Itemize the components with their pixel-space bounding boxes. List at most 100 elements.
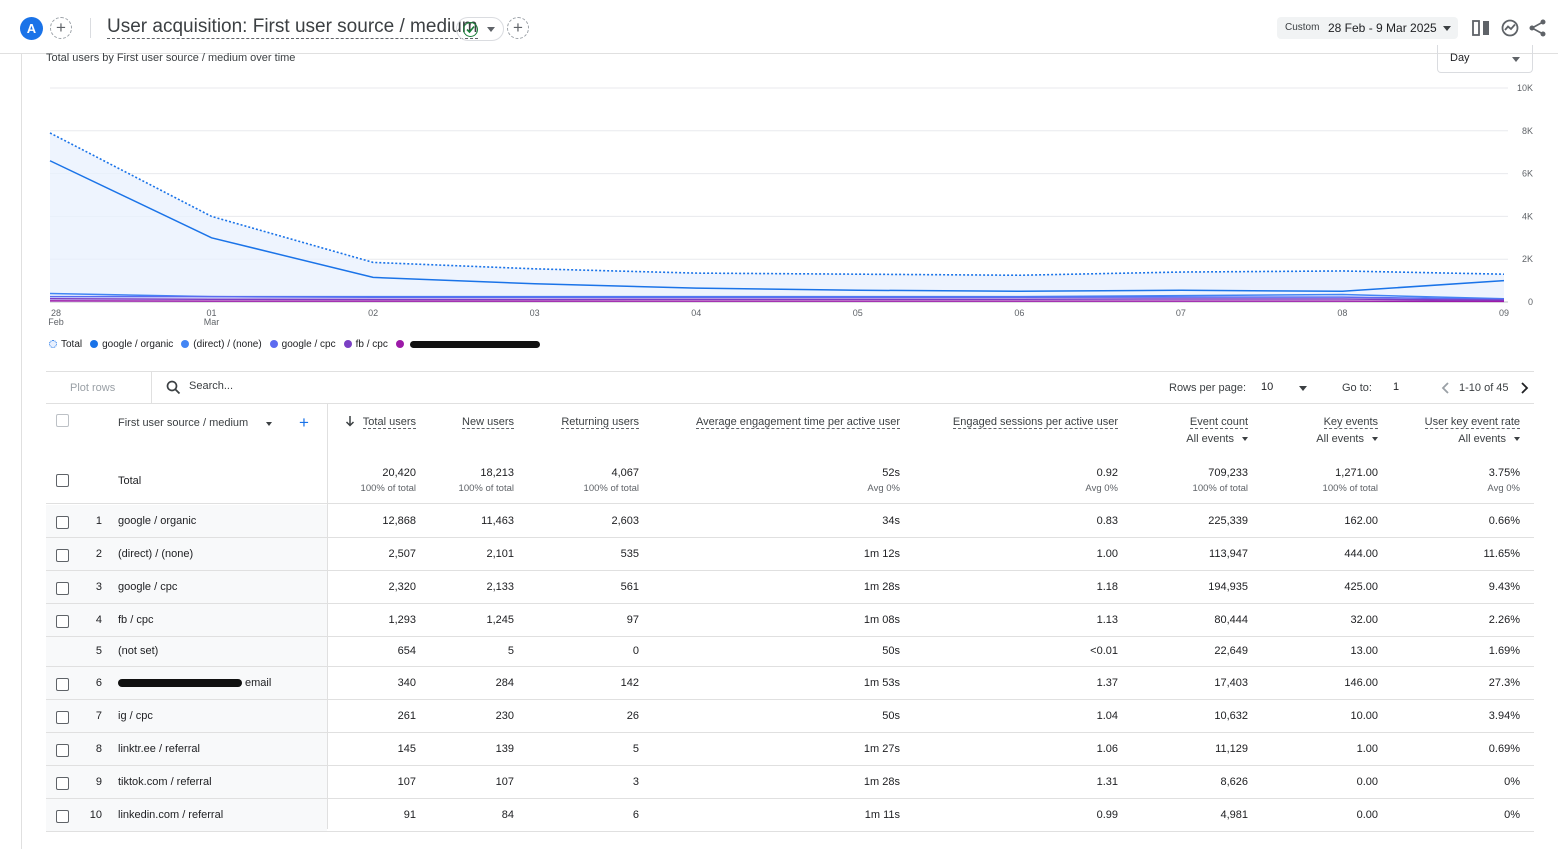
table-row[interactable]: 9 tiktok.com / referral 107 107 3 1m 28s 1.31 8… — [46, 766, 1534, 799]
dimension-value[interactable]: fb / cpc — [118, 614, 154, 626]
metric-cell: 444.00 — [1344, 548, 1378, 560]
insights-icon[interactable] — [1500, 18, 1520, 38]
plot-rows-button[interactable]: Plot rows — [46, 372, 152, 403]
legend-item-redacted[interactable] — [395, 340, 540, 348]
column-header-user-key-event-rate[interactable]: User key event rate All events — [1424, 416, 1520, 445]
column-header-event-count[interactable]: Event count All events — [1186, 416, 1248, 445]
metric-cell: 10,632 — [1214, 710, 1248, 722]
dimension-text: email — [245, 677, 272, 689]
metric-cell: 145 — [397, 743, 416, 755]
table-row[interactable]: 1 google / organic 12,868 11,463 2,603 34s 0.8… — [46, 505, 1534, 538]
report-status-dropdown[interactable] — [456, 17, 504, 41]
series-line-google-organic — [49, 160, 1505, 293]
table-row[interactable]: 5 (not set) 654 5 0 50s <0.01 22,649 13.00 1.69% — [46, 637, 1534, 667]
table-row[interactable]: 3 google / cpc 2,320 2,133 561 1m 28s 1.18 194,… — [46, 571, 1534, 604]
share-icon[interactable] — [1528, 18, 1548, 38]
legend-item-google-organic[interactable]: google / organic — [90, 339, 173, 350]
table-row[interactable]: 4 fb / cpc 1,293 1,245 97 1m 08s 1.13 80,444 32.… — [46, 604, 1534, 637]
dimension-value[interactable]: google / organic — [118, 515, 197, 527]
event-filter-dropdown[interactable]: All events — [1425, 433, 1520, 445]
legend-item-direct-none[interactable]: (direct) / (none) — [181, 339, 262, 350]
metric-cell: 284 — [495, 677, 514, 689]
dimension-value[interactable]: linkedin.com / referral — [118, 809, 224, 821]
dimension-value[interactable]: (not set) — [118, 645, 159, 657]
column-header-returning-users[interactable]: Returning users — [561, 416, 639, 429]
dimension-header[interactable]: First user source / medium — [118, 417, 249, 429]
row-checkbox[interactable] — [56, 810, 69, 823]
total-value: 1,271.00 100% of total — [1322, 467, 1378, 494]
dimension-value[interactable]: tiktok.com / referral — [118, 776, 212, 788]
metric-cell: 654 — [397, 645, 416, 657]
legend-item-total[interactable]: Total — [49, 339, 82, 350]
event-filter-dropdown[interactable]: All events — [1186, 433, 1248, 445]
metric-cell: 1,245 — [486, 614, 514, 626]
sort-down-icon[interactable] — [345, 415, 355, 427]
event-filter-dropdown[interactable]: All events — [1316, 433, 1378, 445]
total-row-checkbox[interactable] — [56, 474, 69, 487]
legend-item-google-cpc[interactable]: google / cpc — [269, 339, 336, 350]
row-checkbox[interactable] — [56, 711, 69, 724]
granularity-select[interactable]: Day — [1437, 45, 1533, 73]
metric-cell: 146.00 — [1344, 677, 1378, 689]
metric-cell: 0.00 — [1356, 809, 1378, 821]
row-checkbox[interactable] — [56, 582, 69, 595]
add-comparison-button[interactable]: + — [50, 17, 72, 39]
dimension-cell — [46, 505, 327, 537]
date-range-picker[interactable]: Custom 28 Feb - 9 Mar 2025 — [1277, 17, 1458, 39]
metric-cell: 84 — [501, 809, 514, 821]
table-row[interactable]: 6 email 340 284 142 1m 53s 1.37 17,403 146.00 27.… — [46, 667, 1534, 700]
column-header-total-users[interactable]: Total users — [362, 416, 416, 429]
column-header-new-users[interactable]: New users — [462, 416, 514, 429]
table-row[interactable]: 2 (direct) / (none) 2,507 2,101 535 1m 12s 1.0… — [46, 538, 1534, 571]
metric-cell: 0 — [632, 645, 639, 657]
chevron-down-icon[interactable] — [266, 422, 272, 426]
add-report-button[interactable]: + — [507, 17, 529, 39]
row-checkbox[interactable] — [56, 678, 69, 691]
page-title[interactable]: User acquisition: First user source / me… — [107, 16, 478, 39]
comparison-avatar[interactable]: A — [20, 17, 43, 40]
column-header-key-events[interactable]: Key events All events — [1316, 416, 1378, 445]
metric-cell: 194,935 — [1208, 581, 1248, 593]
row-checkbox[interactable] — [56, 615, 69, 628]
dimension-value[interactable]: linktr.ee / referral — [118, 743, 200, 755]
dimension-value[interactable]: email — [118, 677, 271, 689]
metric-cell: 2,320 — [388, 581, 416, 593]
metric-cell: 10.00 — [1350, 710, 1378, 722]
add-dimension-button[interactable]: + — [299, 413, 309, 432]
series-line-total — [49, 132, 1505, 277]
legend-marker — [343, 340, 352, 348]
rows-per-page-select[interactable]: 10 — [1261, 381, 1274, 393]
row-checkbox[interactable] — [56, 549, 69, 562]
table-row[interactable]: 10 linkedin.com / referral 91 84 6 1m 11s 0.99… — [46, 799, 1534, 832]
legend-marker — [49, 340, 57, 348]
chevron-down-icon[interactable] — [1299, 386, 1307, 391]
select-all-checkbox[interactable] — [56, 414, 69, 427]
legend-item-fb-cpc[interactable]: fb / cpc — [343, 339, 388, 350]
compare-icon[interactable] — [1471, 18, 1491, 38]
metric-cell: 26 — [626, 710, 639, 722]
dimension-value[interactable]: google / cpc — [118, 581, 178, 593]
column-header-engaged-sessions[interactable]: Engaged sessions per active user — [952, 416, 1118, 429]
x-tick-label: 02 — [368, 308, 378, 318]
row-checkbox[interactable] — [56, 777, 69, 790]
row-checkbox[interactable] — [56, 744, 69, 757]
goto-page-input[interactable]: 1 — [1393, 381, 1400, 393]
chevron-left-icon[interactable] — [1440, 381, 1452, 395]
search-input[interactable] — [189, 380, 489, 392]
legend-marker — [269, 340, 278, 348]
dimension-value[interactable]: ig / cpc — [118, 710, 153, 722]
dimension-cell — [46, 571, 327, 603]
metric-cell: 1,293 — [388, 614, 416, 626]
column-header-avg-engagement-time[interactable]: Average engagement time per active user — [695, 416, 900, 429]
card-border — [21, 54, 22, 849]
metric-cell: 535 — [620, 548, 639, 560]
row-checkbox[interactable] — [56, 516, 69, 529]
chevron-right-icon[interactable] — [1518, 381, 1530, 395]
date-range-value: 28 Feb - 9 Mar 2025 — [1328, 21, 1437, 35]
rows-per-page-label: Rows per page: — [1169, 382, 1247, 394]
dimension-value[interactable]: (direct) / (none) — [118, 548, 194, 560]
table-row[interactable]: 8 linktr.ee / referral 145 139 5 1m 27s 1.06 11… — [46, 733, 1534, 766]
row-index: 9 — [95, 776, 102, 788]
metric-cell: 12,868 — [382, 515, 416, 527]
table-row[interactable]: 7 ig / cpc 261 230 26 50s 1.04 10,632 10.00 3.94% — [46, 700, 1534, 733]
